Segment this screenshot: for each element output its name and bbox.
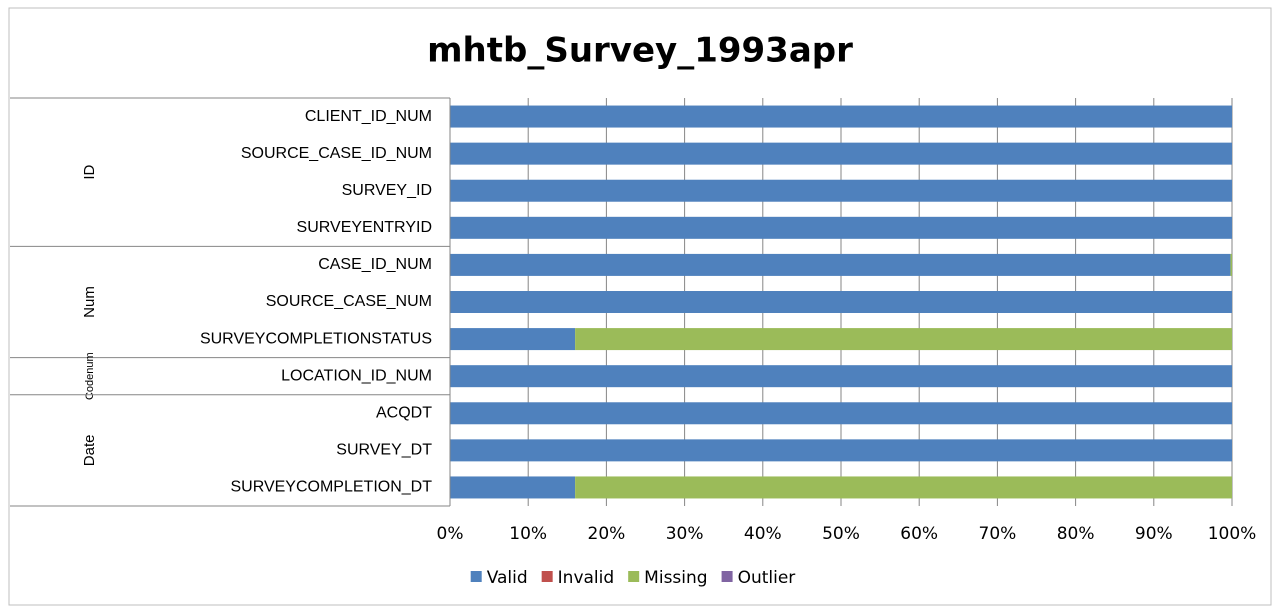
bar-segment (450, 328, 576, 351)
x-tick-label: 90% (1135, 524, 1173, 544)
y-tick-label: SOURCE_CASE_NUM (266, 293, 432, 310)
y-tick-label: CASE_ID_NUM (318, 256, 432, 273)
legend-swatch (470, 571, 482, 582)
bar-segment (575, 476, 1232, 499)
bar-segment (450, 365, 1232, 388)
bar-segment (450, 142, 1232, 165)
x-tick-label: 80% (1057, 524, 1095, 544)
bar-segment (1230, 253, 1232, 276)
y-tick-label: SURVEY_ID (342, 182, 432, 199)
chart-title: mhtb_Survey_1993apr (427, 31, 853, 71)
x-tick-label: 30% (666, 524, 704, 544)
legend-swatch (628, 571, 640, 582)
legend-label: Missing (644, 568, 707, 588)
x-tick-label: 10% (509, 524, 547, 544)
y-tick-label: SURVEY_DT (336, 442, 432, 459)
x-tick-label: 60% (900, 524, 938, 544)
legend-swatch (541, 571, 553, 582)
legend-swatch (721, 571, 733, 582)
bar-segment (450, 476, 576, 499)
group-label: Codenum (84, 352, 96, 400)
y-tick-label: CLIENT_ID_NUM (305, 108, 432, 125)
bar-segment (450, 291, 1232, 313)
group-label: Date (81, 435, 98, 467)
x-tick-label: 70% (979, 524, 1017, 544)
legend-label: Invalid (558, 568, 615, 588)
bar-segment (450, 253, 1231, 276)
y-tick-label: SURVEYCOMPLETIONSTATUS (200, 330, 432, 347)
group-label: ID (81, 165, 98, 180)
bar-segment (450, 216, 1232, 239)
y-tick-label: SURVEYCOMPLETION_DT (230, 479, 432, 496)
x-tick-label: 20% (588, 524, 626, 544)
bar-segment (450, 439, 1232, 462)
legend-label: Valid (487, 568, 528, 588)
y-tick-label: ACQDT (376, 404, 432, 421)
group-label: Num (81, 286, 98, 318)
bar-segment (575, 328, 1232, 351)
y-tick-label: SURVEYENTRYID (297, 219, 432, 236)
y-tick-label: LOCATION_ID_NUM (281, 367, 432, 384)
bar-segment (450, 402, 1232, 425)
bar-segment (450, 105, 1232, 128)
x-tick-label: 0% (437, 524, 464, 544)
legend-label: Outlier (738, 568, 796, 588)
x-tick-label: 100% (1208, 524, 1257, 544)
y-tick-label: SOURCE_CASE_ID_NUM (241, 145, 432, 162)
x-tick-label: 50% (822, 524, 860, 544)
bar-segment (450, 179, 1232, 202)
x-tick-label: 40% (744, 524, 782, 544)
